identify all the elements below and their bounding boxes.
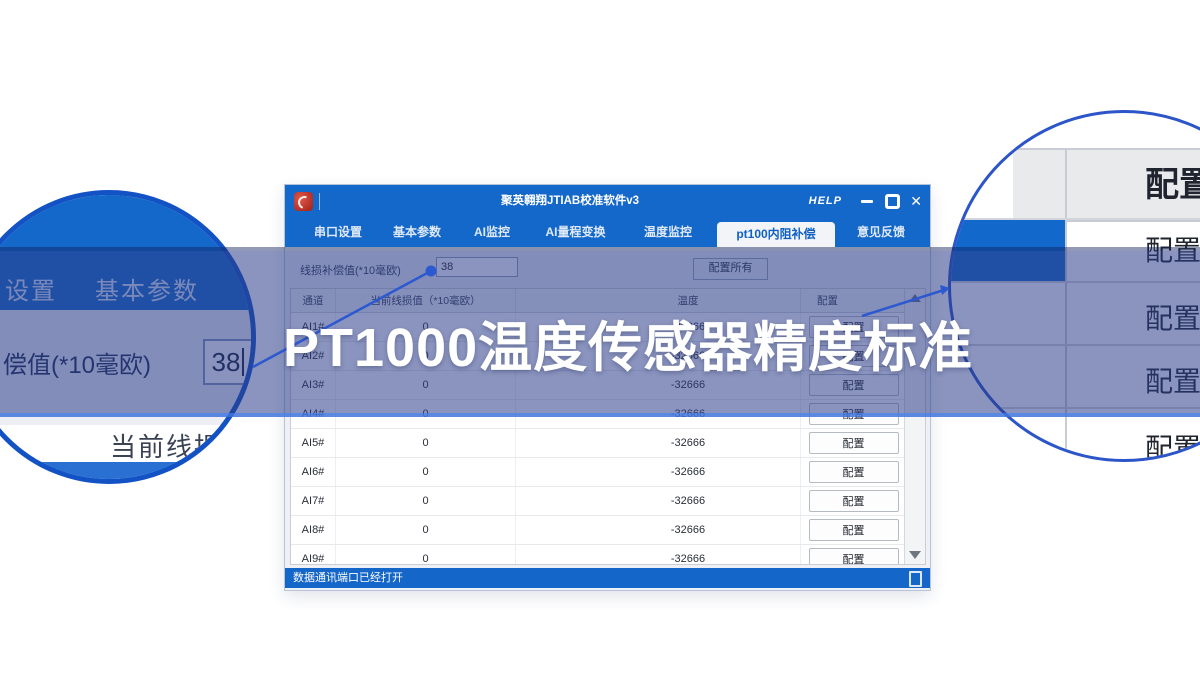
table-row[interactable]: AI6# 0 -32666 配置 <box>291 458 906 487</box>
tab-6[interactable]: pt100内阻补偿 <box>717 222 835 247</box>
status-document-icon <box>909 571 922 587</box>
configure-button[interactable]: 配置 <box>808 548 899 564</box>
action-cell: 配置 <box>801 458 906 486</box>
line-loss-cell: 0 <box>336 545 516 564</box>
temperature-cell: -32666 <box>516 458 801 486</box>
tab-7[interactable]: 意见反馈 <box>856 225 905 239</box>
status-text: 数据通讯端口已经打开 <box>293 572 403 584</box>
temperature-cell: -32666 <box>516 545 801 564</box>
table-row[interactable]: AI5# 0 -32666 配置 <box>291 429 906 458</box>
action-cell: 配置 <box>801 516 906 544</box>
minimize-button[interactable] <box>860 193 874 209</box>
window-title: 聚英翱翔JTIAB校准软件v3 <box>500 195 640 207</box>
configure-button[interactable]: 配置 <box>808 519 899 541</box>
tab-bar: 串口设置 基本参数 AI监控 AI量程变换 温度监控 pt100内阻补偿 意见反馈 <box>285 218 930 247</box>
band-bottom-edge <box>0 413 1200 417</box>
tab-1[interactable]: 串口设置 <box>313 225 362 239</box>
channel-cell: AI8# <box>291 516 336 544</box>
banner-title: PT1000温度传感器精度标准 <box>283 318 974 378</box>
magnified-config-button: 配置 <box>1145 433 1200 462</box>
close-button[interactable]: ✕ <box>910 193 922 209</box>
tab-3[interactable]: AI监控 <box>473 225 510 239</box>
channel-cell: AI7# <box>291 487 336 515</box>
configure-button[interactable]: 配置 <box>808 461 899 483</box>
table-row[interactable]: AI8# 0 -32666 配置 <box>291 516 906 545</box>
magnified-row-divider <box>951 218 1200 220</box>
table-row[interactable]: AI9# 0 -32666 配置 <box>291 545 906 564</box>
tab-5[interactable]: 温度监控 <box>643 225 692 239</box>
line-loss-cell: 0 <box>336 458 516 486</box>
band-top-edge <box>0 247 1200 251</box>
magnified-table-header-strip <box>0 425 251 462</box>
line-loss-cell: 0 <box>336 429 516 457</box>
configure-button[interactable]: 配置 <box>808 490 899 512</box>
channel-cell: AI9# <box>291 545 336 564</box>
magnified-config-header-text: 配置 <box>1145 166 1200 204</box>
temperature-cell: -32666 <box>516 516 801 544</box>
action-cell: 配置 <box>801 487 906 515</box>
temperature-cell: -32666 <box>516 487 801 515</box>
line-loss-cell: 0 <box>336 516 516 544</box>
tab-4[interactable]: AI量程变换 <box>545 225 606 239</box>
configure-button[interactable]: 配置 <box>808 432 899 454</box>
channel-cell: AI5# <box>291 429 336 457</box>
action-cell: 配置 <box>801 429 906 457</box>
channel-cell: AI6# <box>291 458 336 486</box>
maximize-button[interactable] <box>885 194 900 209</box>
translucent-band-overlay <box>0 251 1200 413</box>
magnified-blue-strip <box>0 462 251 479</box>
status-bar: 数据通讯端口已经打开 <box>285 568 930 588</box>
titlebar-separator <box>319 193 320 210</box>
app-icon <box>294 192 313 211</box>
scroll-down-icon[interactable] <box>909 551 921 559</box>
titlebar: 聚英翱翔JTIAB校准软件v3 HELP ✕ <box>285 185 930 218</box>
magnified-table-header-text: 当前线损值 <box>110 432 251 462</box>
tab-2[interactable]: 基本参数 <box>392 225 441 239</box>
action-cell: 配置 <box>801 545 906 564</box>
table-row[interactable]: AI7# 0 -32666 配置 <box>291 487 906 516</box>
help-button[interactable]: HELP <box>808 195 842 207</box>
magnified-config-column-header <box>1013 148 1200 222</box>
temperature-cell: -32666 <box>516 429 801 457</box>
line-loss-cell: 0 <box>336 487 516 515</box>
